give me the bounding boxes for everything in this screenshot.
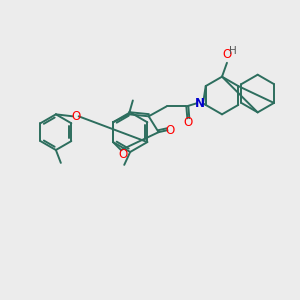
Text: N: N [195, 97, 205, 110]
Text: O: O [71, 110, 80, 123]
Text: O: O [184, 116, 193, 129]
Text: O: O [222, 48, 232, 62]
Text: O: O [166, 124, 175, 137]
Text: O: O [118, 148, 128, 161]
Text: H: H [229, 46, 237, 56]
